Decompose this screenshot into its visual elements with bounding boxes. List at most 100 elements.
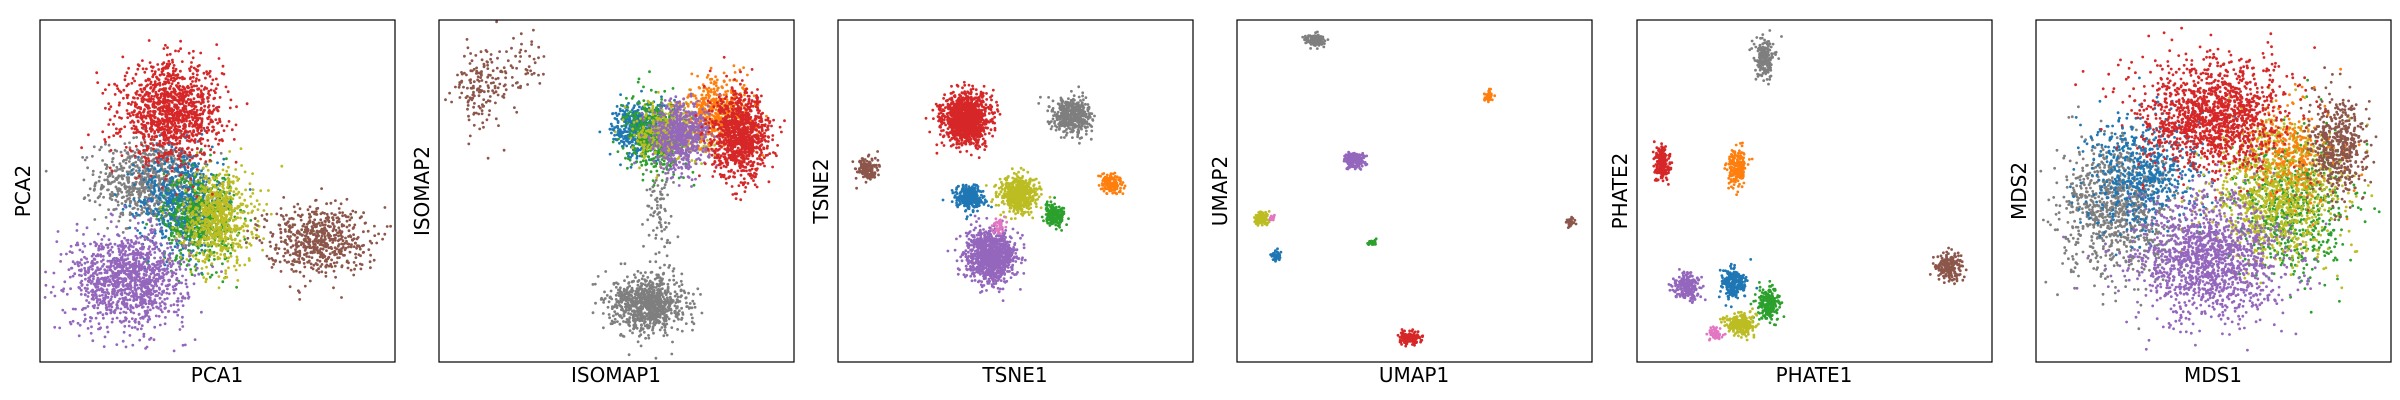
scatter-point-olive [212, 209, 215, 212]
scatter-point-purple [181, 321, 184, 324]
scatter-point-gray [122, 231, 125, 234]
scatter-point-olive [252, 236, 255, 239]
scatter-point-olive [245, 246, 248, 249]
scatter-point-red [149, 61, 152, 64]
scatter-point-olive [232, 190, 235, 193]
scatter-point-red [143, 133, 146, 136]
scatter-point-purple [138, 287, 141, 290]
scatter-point-purple [129, 284, 132, 287]
scatter-point-olive [244, 171, 247, 174]
scatter-point-red [214, 91, 217, 94]
scatter-point-green [174, 184, 177, 187]
scatter-point-red [200, 129, 203, 132]
scatter-point-red [143, 87, 146, 90]
scatter-point-purple [187, 293, 190, 296]
scatter-point-purple [106, 326, 109, 329]
scatter-point-red [178, 140, 181, 143]
scatter-point-red [187, 188, 190, 191]
scatter-point-olive [229, 217, 232, 220]
scatter-point-red [207, 129, 210, 132]
scatter-point-red [168, 95, 171, 98]
scatter-point-purple [171, 252, 174, 255]
scatter-point-red [159, 110, 162, 113]
scatter-point-red [170, 107, 173, 110]
scatter-point-red [111, 170, 114, 173]
scatter-point-purple [144, 270, 147, 273]
scatter-point-blue [150, 181, 153, 184]
scatter-point-gray [120, 174, 123, 177]
scatter-point-olive [216, 252, 219, 255]
scatter-point-gray [115, 170, 118, 173]
scatter-point-purple [109, 280, 112, 283]
scatter-point-purple [93, 271, 96, 274]
scatter-point-red [159, 101, 162, 104]
scatter-point-blue [176, 242, 179, 245]
scatter-point-blue [114, 193, 117, 196]
scatter-point-purple [141, 324, 144, 327]
scatter-point-purple [111, 272, 114, 275]
scatter-point-green [216, 180, 219, 183]
scatter-point-olive [225, 231, 228, 234]
scatter-point-blue [183, 185, 186, 188]
scatter-point-gray [152, 159, 155, 162]
scatter-point-red [138, 131, 141, 134]
scatter-point-red [144, 162, 147, 165]
scatter-point-red [120, 117, 123, 120]
scatter-point-purple [54, 295, 57, 298]
scatter-point-purple [86, 284, 89, 287]
scatter-point-olive [236, 279, 239, 282]
scatter-point-red [180, 160, 183, 163]
scatter-point-red [167, 60, 170, 63]
scatter-point-red [175, 146, 178, 149]
scatter-point-purple [179, 292, 182, 295]
scatter-point-red [185, 105, 188, 108]
scatter-point-red [136, 68, 139, 71]
scatter-point-olive [210, 253, 213, 256]
scatter-point-red [209, 148, 212, 151]
scatter-point-olive [202, 208, 205, 211]
scatter-point-purple [138, 275, 141, 278]
scatter-point-purple [106, 288, 109, 291]
scatter-point-purple [117, 290, 120, 293]
scatter-point-purple [76, 229, 79, 232]
scatter-point-purple [162, 291, 165, 294]
scatter-point-purple [138, 339, 141, 342]
scatter-point-red [122, 97, 125, 100]
scatter-point-olive [223, 227, 226, 230]
scatter-point-purple [104, 277, 107, 280]
scatter-point-olive [220, 195, 223, 198]
scatter-point-red [217, 143, 220, 146]
scatter-point-red [170, 130, 173, 133]
scatter-point-red [176, 143, 179, 146]
scatter-point-purple [176, 217, 179, 220]
scatter-point-red [190, 90, 193, 93]
scatter-point-purple [141, 306, 144, 309]
scatter-point-red [174, 50, 177, 53]
scatter-point-purple [44, 271, 47, 274]
scatter-point-purple [109, 266, 112, 269]
scatter-point-red [162, 134, 165, 137]
scatter-point-red [180, 130, 183, 133]
scatter-point-purple [151, 248, 154, 251]
scatter-point-purple [92, 278, 95, 281]
scatter-point-red [229, 107, 232, 110]
scatter-point-red [168, 136, 171, 139]
scatter-point-gray [117, 193, 120, 196]
scatter-point-red [143, 71, 146, 74]
scatter-point-olive [267, 189, 270, 192]
scatter-point-gray [111, 191, 114, 194]
scatter-point-red [193, 97, 196, 100]
scatter-point-purple [88, 276, 91, 279]
scatter-point-green [213, 251, 216, 254]
scatter-point-olive [250, 231, 253, 234]
scatter-point-green [221, 280, 224, 283]
scatter-point-blue [148, 169, 151, 172]
scatter-point-purple [122, 242, 125, 245]
scatter-point-olive [224, 174, 227, 177]
scatter-point-purple [184, 226, 187, 229]
scatter-point-gray [101, 184, 104, 187]
scatter-point-green [178, 230, 181, 233]
scatter-point-olive [225, 216, 228, 219]
scatter-point-red [182, 109, 185, 112]
scatter-point-red [205, 87, 208, 90]
